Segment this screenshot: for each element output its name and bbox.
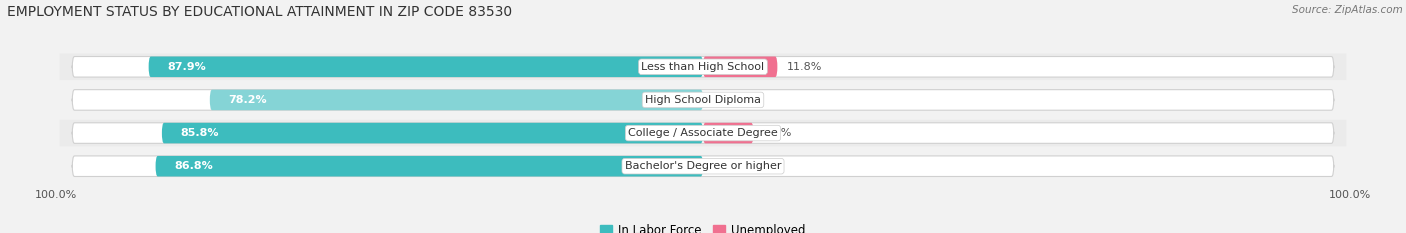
FancyBboxPatch shape xyxy=(149,57,703,77)
Text: Bachelor's Degree or higher: Bachelor's Degree or higher xyxy=(624,161,782,171)
Text: 87.9%: 87.9% xyxy=(167,62,207,72)
FancyBboxPatch shape xyxy=(72,156,1334,176)
FancyBboxPatch shape xyxy=(59,120,1347,146)
FancyBboxPatch shape xyxy=(209,90,703,110)
FancyBboxPatch shape xyxy=(156,156,703,176)
Text: High School Diploma: High School Diploma xyxy=(645,95,761,105)
Text: 78.2%: 78.2% xyxy=(229,95,267,105)
Text: 86.8%: 86.8% xyxy=(174,161,214,171)
FancyBboxPatch shape xyxy=(59,54,1347,80)
Text: College / Associate Degree: College / Associate Degree xyxy=(628,128,778,138)
FancyBboxPatch shape xyxy=(703,57,778,77)
Text: 11.8%: 11.8% xyxy=(787,62,823,72)
FancyBboxPatch shape xyxy=(72,123,1334,143)
FancyBboxPatch shape xyxy=(59,87,1347,113)
Text: 85.8%: 85.8% xyxy=(181,128,219,138)
FancyBboxPatch shape xyxy=(703,123,754,143)
Text: 100.0%: 100.0% xyxy=(34,190,77,200)
Legend: In Labor Force, Unemployed: In Labor Force, Unemployed xyxy=(596,219,810,233)
Text: EMPLOYMENT STATUS BY EDUCATIONAL ATTAINMENT IN ZIP CODE 83530: EMPLOYMENT STATUS BY EDUCATIONAL ATTAINM… xyxy=(7,5,512,19)
Text: Less than High School: Less than High School xyxy=(641,62,765,72)
FancyBboxPatch shape xyxy=(72,57,1334,77)
Text: 0.0%: 0.0% xyxy=(713,95,741,105)
FancyBboxPatch shape xyxy=(162,123,703,143)
FancyBboxPatch shape xyxy=(72,90,1334,110)
Text: 8.0%: 8.0% xyxy=(763,128,792,138)
Text: 100.0%: 100.0% xyxy=(1329,190,1372,200)
Text: Source: ZipAtlas.com: Source: ZipAtlas.com xyxy=(1292,5,1403,15)
Text: 0.0%: 0.0% xyxy=(713,161,741,171)
FancyBboxPatch shape xyxy=(59,153,1347,179)
